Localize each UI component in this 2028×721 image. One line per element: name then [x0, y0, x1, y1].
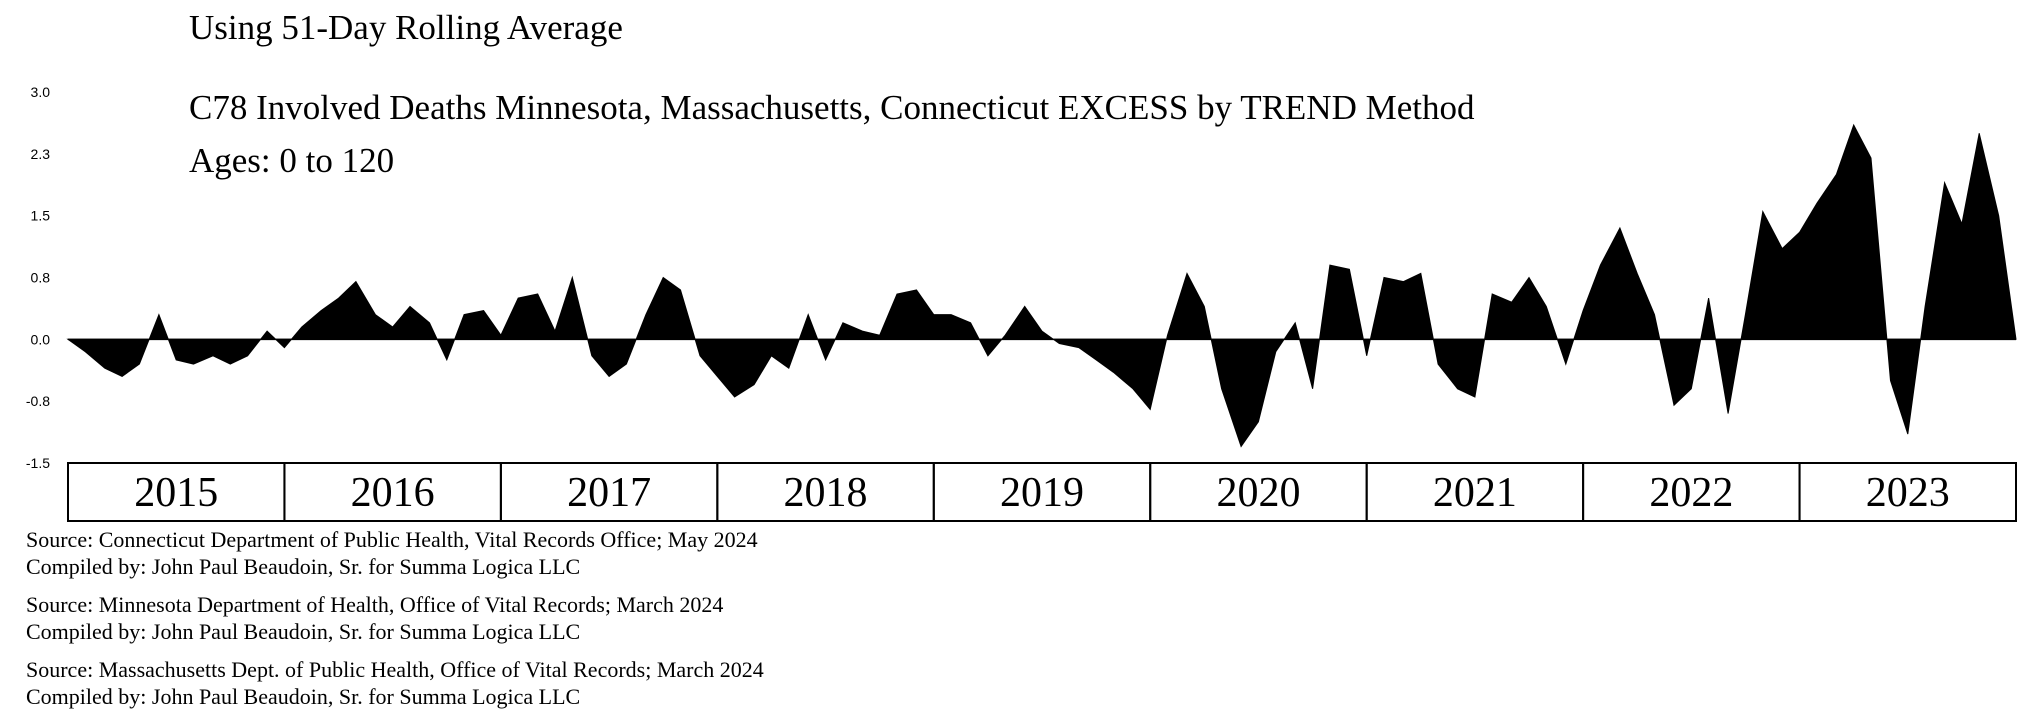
compiled-line: Compiled by: John Paul Beaudoin, Sr. for… — [26, 619, 581, 644]
year-label: 2023 — [1866, 470, 1950, 516]
y-tick-label: -0.8 — [26, 393, 50, 409]
year-label: 2015 — [134, 470, 218, 516]
sources-section: Source: Connecticut Department of Public… — [26, 526, 764, 721]
chart-title: C78 Involved Deaths Minnesota, Massachus… — [189, 88, 1475, 127]
compiled-line: Compiled by: John Paul Beaudoin, Sr. for… — [26, 684, 581, 709]
source-line: Source: Connecticut Department of Public… — [26, 527, 758, 552]
y-tick-label: 1.5 — [31, 208, 51, 224]
y-tick-label: 3.0 — [31, 84, 51, 100]
source-block-minnesota: Source: Minnesota Department of Health, … — [26, 591, 764, 645]
source-line: Source: Massachusetts Dept. of Public He… — [26, 657, 764, 682]
y-tick-label: -1.5 — [26, 455, 50, 471]
source-line: Source: Minnesota Department of Health, … — [26, 592, 724, 617]
year-label: 2021 — [1433, 470, 1517, 516]
excess-deaths-chart: 3.0 2.3 1.5 0.8 0.0 -0.8 -1.5 2015 2016 2017 2018… — [26, 84, 2017, 522]
compiled-line: Compiled by: John Paul Beaudoin, Sr. for… — [26, 554, 581, 579]
year-label: 2017 — [567, 470, 651, 516]
y-tick-label: 0.8 — [31, 270, 51, 286]
year-label: 2018 — [784, 470, 868, 516]
area-layer — [66, 123, 2017, 448]
year-axis: 2015 2016 2017 2018 2019 2020 2021 2022 2023 — [67, 462, 2017, 522]
y-axis: 3.0 2.3 1.5 0.8 0.0 -0.8 -1.5 — [26, 84, 50, 471]
ages-label: Ages: 0 to 120 — [189, 141, 395, 180]
y-tick-label: 0.0 — [31, 331, 51, 347]
year-label: 2019 — [1000, 470, 1084, 516]
excess-area-series — [66, 123, 2017, 448]
year-box — [1798, 462, 2017, 522]
source-block-massachusetts: Source: Massachusetts Dept. of Public He… — [26, 656, 764, 710]
year-label: 2020 — [1216, 470, 1300, 516]
year-label: 2022 — [1649, 470, 1733, 516]
source-block-connecticut: Source: Connecticut Department of Public… — [26, 526, 764, 580]
chart-subtitle: Using 51-Day Rolling Average — [189, 8, 623, 47]
y-tick-label: 2.3 — [31, 146, 51, 162]
year-label: 2016 — [351, 470, 435, 516]
